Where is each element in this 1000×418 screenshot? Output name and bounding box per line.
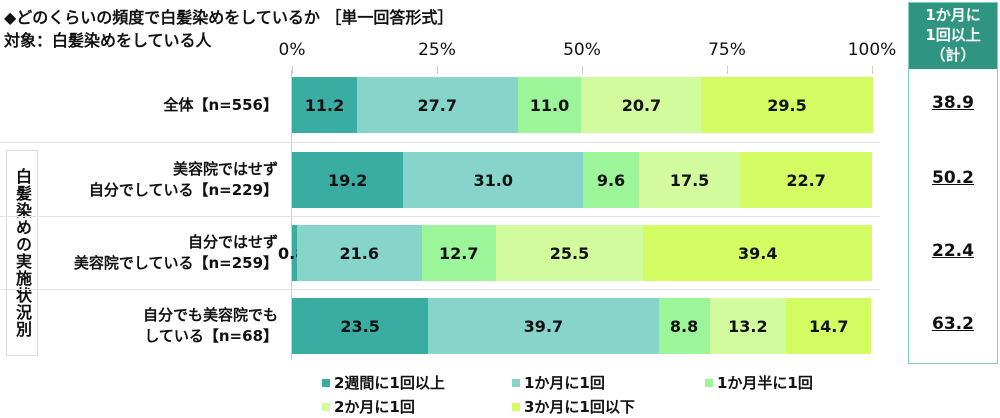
- category-label-line: 自分でも美容院でも: [142, 306, 278, 324]
- legend-label: 3か月に1回以下: [524, 398, 635, 416]
- data-label: 17.5: [669, 170, 710, 190]
- bar-segment: 39.7: [428, 298, 659, 354]
- category-label-line: 全体【n=556】: [163, 95, 278, 114]
- x-tick-mark: [292, 66, 293, 74]
- bar-segment: 22.7: [740, 152, 872, 208]
- row-separator: [0, 289, 880, 290]
- category-label-line: している【n=68】: [144, 327, 278, 345]
- data-label: 20.7: [621, 95, 662, 115]
- category-label: 全体【n=556】: [163, 95, 278, 116]
- bar-segment: 20.7: [581, 77, 702, 133]
- summary-box: 1か月に 1回以上 （計） 38.9 50.2 22.4 63.2: [908, 2, 998, 364]
- data-label: 12.7: [438, 243, 479, 263]
- category-label-line: 美容院でしている【n=259】: [73, 254, 278, 272]
- summary-header-line: （計）: [930, 46, 976, 64]
- data-label: 39.7: [523, 316, 564, 336]
- chart-subtitle: 対象：白髪染めをしている人: [4, 31, 212, 50]
- x-tick-label: 25%: [418, 40, 456, 60]
- legend-label: 1か月に1回: [524, 374, 605, 392]
- bar-segment: 17.5: [638, 152, 741, 208]
- x-tick-mark: [437, 66, 438, 74]
- data-label: 29.5: [767, 95, 807, 115]
- data-label: 8.8: [669, 316, 699, 336]
- category-label-line: 自分でしている【n=229】: [88, 181, 278, 199]
- legend-swatch: [705, 378, 713, 387]
- legend-item: 2か月に1回: [322, 396, 415, 417]
- data-label: 25.5: [549, 243, 590, 263]
- x-tick-label: 0%: [278, 40, 306, 60]
- bar-segment: 39.4: [643, 225, 872, 281]
- category-label: 美容院ではせず自分でしている【n=229】: [89, 159, 278, 201]
- legend-swatch: [512, 378, 520, 387]
- legend-item: 3か月に1回以下: [512, 396, 635, 417]
- data-label: 31.0: [473, 170, 513, 190]
- bar-segment: 14.7: [786, 298, 872, 354]
- bar-segment: 31.0: [403, 152, 584, 208]
- x-tick-label: 100%: [847, 40, 897, 60]
- legend-item: 1か月半に1回: [705, 372, 813, 393]
- x-tick-label: 50%: [563, 40, 601, 60]
- category-label: 自分でも美容院でも している【n=68】: [143, 305, 278, 347]
- x-tick-mark: [872, 66, 873, 74]
- bar-segment: 12.7: [421, 225, 496, 281]
- data-label: 39.4: [737, 243, 778, 263]
- chart-title: ◆どのくらいの頻度で白髪染めをしているか ［単一回答形式］: [4, 8, 454, 27]
- bar-segment: 11.2: [292, 77, 357, 133]
- summary-value: 50.2: [932, 168, 974, 188]
- bar-segment: 27.7: [356, 77, 518, 133]
- data-label: 22.7: [786, 170, 826, 190]
- data-label: 19.2: [327, 170, 368, 190]
- data-label: 9.6: [596, 170, 626, 190]
- data-label: 11.0: [529, 95, 570, 115]
- summary-header-line: 1か月に: [925, 6, 981, 24]
- bar-segment: 13.2: [709, 298, 787, 354]
- data-label: 21.6: [339, 243, 379, 263]
- data-label: 14.7: [809, 316, 849, 336]
- bar-segment: 9.6: [583, 152, 639, 208]
- category-label-line: 自分ではせず: [187, 233, 278, 251]
- bar-segment: 29.5: [701, 77, 873, 133]
- bar-segment: 8.8: [658, 298, 710, 354]
- x-tick-mark: [727, 66, 728, 74]
- legend-swatch: [322, 402, 330, 411]
- summary-value: 22.4: [932, 241, 974, 261]
- bar-segment: 11.0: [517, 77, 582, 133]
- data-label: 23.5: [340, 316, 380, 336]
- legend-label: 2か月に1回: [334, 398, 415, 416]
- summary-value: 38.9: [932, 93, 974, 113]
- legend-label: 2週間に1回以上: [334, 374, 445, 392]
- legend-item: 2週間に1回以上: [322, 372, 445, 393]
- group-label: 白髪染めの実施状況別: [6, 150, 38, 356]
- summary-value: 63.2: [932, 314, 974, 334]
- bar-segment: 25.5: [495, 225, 644, 281]
- summary-header: 1か月に 1回以上 （計）: [909, 3, 997, 69]
- x-tick-mark: [582, 66, 583, 74]
- data-label: 13.2: [728, 316, 768, 336]
- bar-segment: 23.5: [292, 298, 429, 354]
- legend-swatch: [512, 402, 520, 411]
- category-label: 自分ではせず美容院でしている【n=259】: [74, 232, 278, 274]
- y-axis-line: [291, 70, 292, 360]
- summary-header-line: 1回以上: [925, 26, 981, 44]
- x-tick-label: 75%: [708, 40, 746, 60]
- data-label: 11.2: [304, 95, 345, 115]
- row-separator: [0, 216, 880, 217]
- bar-segment: 19.2: [292, 152, 404, 208]
- legend-item: 1か月に1回: [512, 372, 605, 393]
- legend-swatch: [322, 378, 330, 387]
- category-label-line: 美容院ではせず: [172, 160, 278, 178]
- data-label: 27.7: [417, 95, 458, 115]
- bar-segment: 21.6: [296, 225, 422, 281]
- legend-label: 1か月半に1回: [717, 374, 813, 392]
- row-separator: [0, 142, 880, 143]
